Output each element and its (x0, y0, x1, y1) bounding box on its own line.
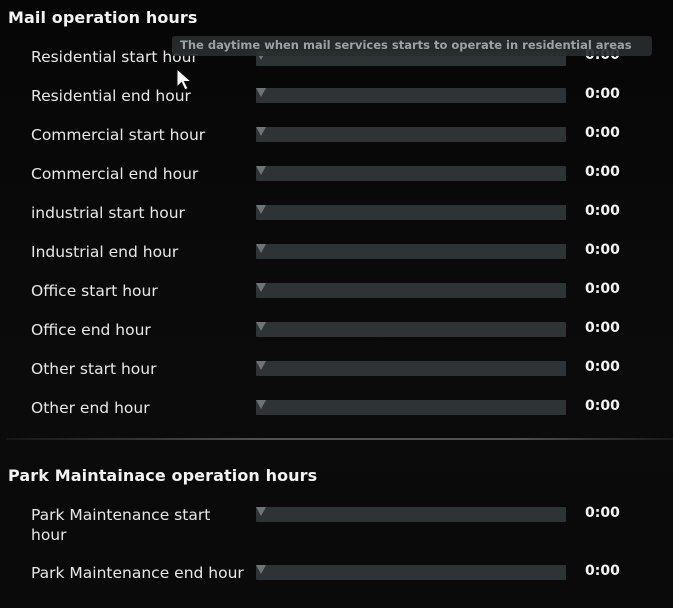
setting-value: 0:00 (585, 398, 620, 414)
slider-handle-icon[interactable] (256, 565, 266, 574)
setting-row-commercial-end: Commercial end hour 0:00 (0, 164, 673, 203)
hour-slider[interactable] (256, 361, 566, 376)
setting-label: industrial start hour (31, 204, 185, 222)
slider-handle-icon[interactable] (256, 244, 266, 253)
slider-handle-icon[interactable] (256, 361, 266, 370)
setting-value: 0:00 (585, 125, 620, 141)
setting-row-residential-end: Residential end hour 0:00 (0, 86, 673, 125)
hour-slider[interactable] (256, 400, 566, 415)
slider-handle-icon[interactable] (256, 507, 266, 516)
park-section-title: Park Maintainace operation hours (8, 466, 318, 485)
slider-handle-icon[interactable] (256, 283, 266, 292)
setting-value: 0:00 (585, 203, 620, 219)
setting-label: Residential start hour (31, 48, 198, 66)
hour-slider[interactable] (256, 88, 566, 103)
setting-row-commercial-start: Commercial start hour 0:00 (0, 125, 673, 164)
setting-value: 0:00 (585, 164, 620, 180)
setting-value: 0:00 (585, 505, 620, 521)
setting-label: Industrial end hour (31, 243, 179, 261)
slider-handle-icon[interactable] (256, 127, 266, 136)
hour-slider[interactable] (256, 127, 566, 142)
setting-row-industrial-end: Industrial end hour 0:00 (0, 242, 673, 281)
setting-row-office-end: Office end hour 0:00 (0, 320, 673, 359)
setting-label: Commercial start hour (31, 126, 206, 144)
setting-label: Other end hour (31, 399, 150, 417)
setting-label: Park Maintenance start hour (31, 506, 211, 544)
hour-slider[interactable] (256, 205, 566, 220)
setting-value: 0:00 (585, 563, 620, 579)
setting-label: Residential end hour (31, 87, 191, 105)
hour-slider[interactable] (256, 565, 566, 580)
mouse-cursor-icon (176, 68, 193, 91)
setting-row-park-end: Park Maintenance end hour 0:00 (0, 563, 673, 608)
slider-handle-icon[interactable] (256, 166, 266, 175)
setting-label: Other start hour (31, 360, 157, 378)
setting-label: Office end hour (31, 321, 151, 339)
mail-section-title: Mail operation hours (8, 8, 198, 27)
slider-handle-icon[interactable] (256, 205, 266, 214)
tooltip: The daytime when mail services starts to… (172, 36, 652, 56)
hour-slider[interactable] (256, 507, 566, 522)
setting-value: 0:00 (585, 242, 620, 258)
hour-slider[interactable] (256, 244, 566, 259)
setting-value: 0:00 (585, 86, 620, 102)
hour-slider[interactable] (256, 283, 566, 298)
slider-handle-icon[interactable] (256, 400, 266, 409)
slider-handle-icon[interactable] (256, 322, 266, 331)
setting-label: Commercial end hour (31, 165, 199, 183)
setting-row-industrial-start: industrial start hour 0:00 (0, 203, 673, 242)
slider-handle-icon[interactable] (256, 88, 266, 97)
hour-slider[interactable] (256, 166, 566, 181)
setting-row-other-start: Other start hour 0:00 (0, 359, 673, 398)
setting-value: 0:00 (585, 359, 620, 375)
setting-row-other-end: Other end hour 0:00 (0, 398, 673, 437)
setting-row-park-start: Park Maintenance start hour 0:00 (0, 505, 673, 555)
hour-slider[interactable] (256, 322, 566, 337)
section-divider (6, 438, 673, 440)
setting-value: 0:00 (585, 320, 620, 336)
setting-label: Office start hour (31, 282, 158, 300)
setting-row-office-start: Office start hour 0:00 (0, 281, 673, 320)
setting-value: 0:00 (585, 281, 620, 297)
setting-label: Park Maintenance end hour (31, 564, 244, 582)
